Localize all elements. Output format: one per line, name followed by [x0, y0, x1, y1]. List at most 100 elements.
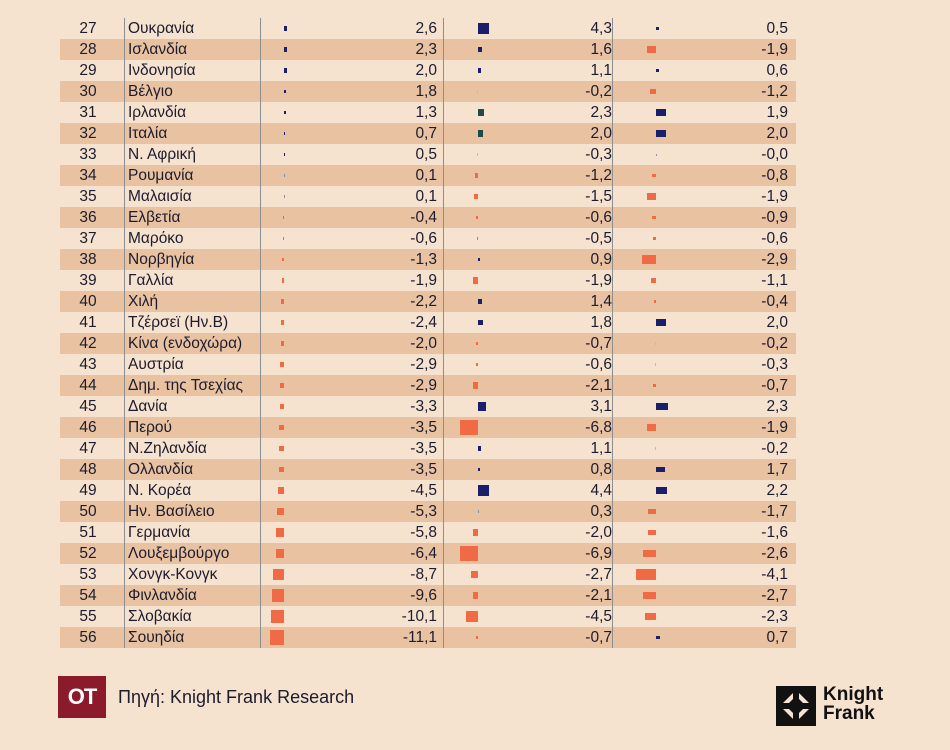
bar-v2	[476, 215, 478, 220]
bar-v3	[654, 363, 656, 366]
value-v2: -1,5	[585, 188, 612, 205]
bar-v1	[284, 174, 285, 177]
value-v2: -6,9	[585, 545, 612, 562]
value-v1: 0,7	[415, 125, 437, 142]
bar-v3	[646, 46, 656, 53]
country-cell: Ουκρανία	[128, 20, 195, 37]
value-v3: -1,9	[761, 41, 788, 58]
bar-v1	[284, 132, 285, 135]
bar-v3	[647, 508, 656, 515]
value-v2: 2,0	[590, 125, 612, 142]
bar-v3	[656, 487, 667, 494]
table-row: 47 Ν.Ζηλανδία -3,5 1,1 -0,2	[60, 438, 796, 459]
brand-line-1: Knight	[823, 684, 884, 705]
country-cell: Γαλλία	[128, 272, 174, 289]
value-v1: -2,9	[410, 356, 437, 373]
table-row: 50 Ην. Βασίλειο -5,3 0,3 -1,7	[60, 501, 796, 522]
bar-v3	[652, 173, 656, 178]
value-v1: -0,4	[410, 209, 437, 226]
bar-v1	[279, 445, 284, 452]
bar-v2	[478, 402, 487, 411]
value-v3: -0,0	[761, 146, 788, 163]
value-v2: 1,1	[590, 440, 612, 457]
value-v2: 4,4	[590, 482, 612, 499]
bar-v3	[643, 549, 656, 558]
bar-v1	[280, 382, 284, 389]
value-v2: -0,7	[585, 335, 612, 352]
bar-v1	[281, 278, 284, 283]
value-v2: -0,5	[585, 230, 612, 247]
bar-v1	[278, 487, 284, 494]
country-cell: Ην. Βασίλειο	[128, 503, 215, 520]
value-v3: 2,0	[766, 125, 788, 142]
value-v3: -2,7	[761, 587, 788, 604]
bar-v3	[656, 635, 660, 640]
value-v2: 0,9	[590, 251, 612, 268]
bar-v3	[646, 193, 656, 200]
bar-v3	[648, 529, 656, 536]
table-row: 53 Χονγκ-Κονγκ -8,7 -2,7 -4,1	[60, 564, 796, 585]
rank-cell: 42	[79, 335, 97, 352]
bar-v2	[478, 22, 490, 35]
table-row: 33 Ν. Αφρική 0,5 -0,3 -0,0	[60, 144, 796, 165]
bar-v3	[656, 153, 657, 156]
bar-v1	[276, 528, 284, 537]
value-v1: 2,6	[415, 20, 437, 37]
country-cell: Αυστρία	[128, 356, 184, 373]
bar-v1	[284, 153, 285, 156]
rank-cell: 39	[79, 272, 97, 289]
data-table: 27 Ουκρανία 2,6 4,3 0,5 28 Ισλανδία 2,3 1,6 -1,9 2…	[60, 18, 796, 648]
country-cell: Λουξεμβούργο	[128, 545, 230, 562]
table-row: 38 Νορβηγία -1,3 0,9 -2,9	[60, 249, 796, 270]
country-cell: Φινλανδία	[128, 587, 197, 604]
bar-v2	[473, 277, 478, 284]
bar-v3	[652, 383, 656, 388]
value-v2: -0,6	[585, 356, 612, 373]
bar-v2	[472, 529, 478, 536]
rank-cell: 48	[79, 461, 97, 478]
value-v1: -3,5	[410, 461, 437, 478]
value-v1: 0,5	[415, 146, 437, 163]
bar-v2	[478, 108, 484, 117]
rank-cell: 40	[79, 293, 97, 310]
bar-v3	[635, 568, 656, 580]
table-row: 41 Τζέρσεϊ (Ην.Β) -2,4 1,8 2,0	[60, 312, 796, 333]
value-v1: -2,2	[410, 293, 437, 310]
country-cell: Ελβετία	[128, 209, 181, 226]
knight-frank-wordmark: Knight Frank	[823, 685, 883, 723]
bar-v2	[478, 298, 482, 305]
table-row: 51 Γερμανία -5,8 -2,0 -1,6	[60, 522, 796, 543]
bar-v1	[284, 47, 287, 52]
value-v3: 1,7	[766, 461, 788, 478]
table-row: 39 Γαλλία -1,9 -1,9 -1,1	[60, 270, 796, 291]
value-v2: -2,0	[585, 524, 612, 541]
table-row: 55 Σλοβακία -10,1 -4,5 -2,3	[60, 606, 796, 627]
column-divider	[124, 18, 125, 648]
rank-cell: 28	[79, 41, 97, 58]
value-v1: -5,3	[410, 503, 437, 520]
value-v3: 0,5	[766, 20, 788, 37]
value-v2: -2,7	[585, 566, 612, 583]
country-cell: Μαλαισία	[128, 188, 192, 205]
country-cell: Σλοβακία	[128, 608, 192, 625]
bar-v3	[650, 278, 656, 283]
value-v3: 0,7	[766, 629, 788, 646]
table-row: 27 Ουκρανία 2,6 4,3 0,5	[60, 18, 796, 39]
bar-v2	[478, 510, 479, 513]
table-row: 29 Ινδονησία 2,0 1,1 0,6	[60, 60, 796, 81]
country-cell: Τζέρσεϊ (Ην.Β)	[128, 314, 229, 331]
bar-v1	[269, 630, 284, 645]
source-note: Πηγή: Knight Frank Research	[118, 687, 355, 707]
bar-v1	[277, 507, 284, 516]
table-row: 28 Ισλανδία 2,3 1,6 -1,9	[60, 39, 796, 60]
bar-v3	[656, 402, 668, 411]
bar-v3	[655, 447, 656, 450]
rank-cell: 51	[79, 524, 97, 541]
bar-v2	[472, 382, 478, 389]
column-divider	[260, 18, 261, 648]
rank-cell: 41	[79, 314, 97, 331]
bar-v1	[282, 257, 284, 262]
value-v1: -3,5	[410, 440, 437, 457]
bar-v1	[279, 424, 284, 431]
rank-cell: 45	[79, 398, 97, 415]
